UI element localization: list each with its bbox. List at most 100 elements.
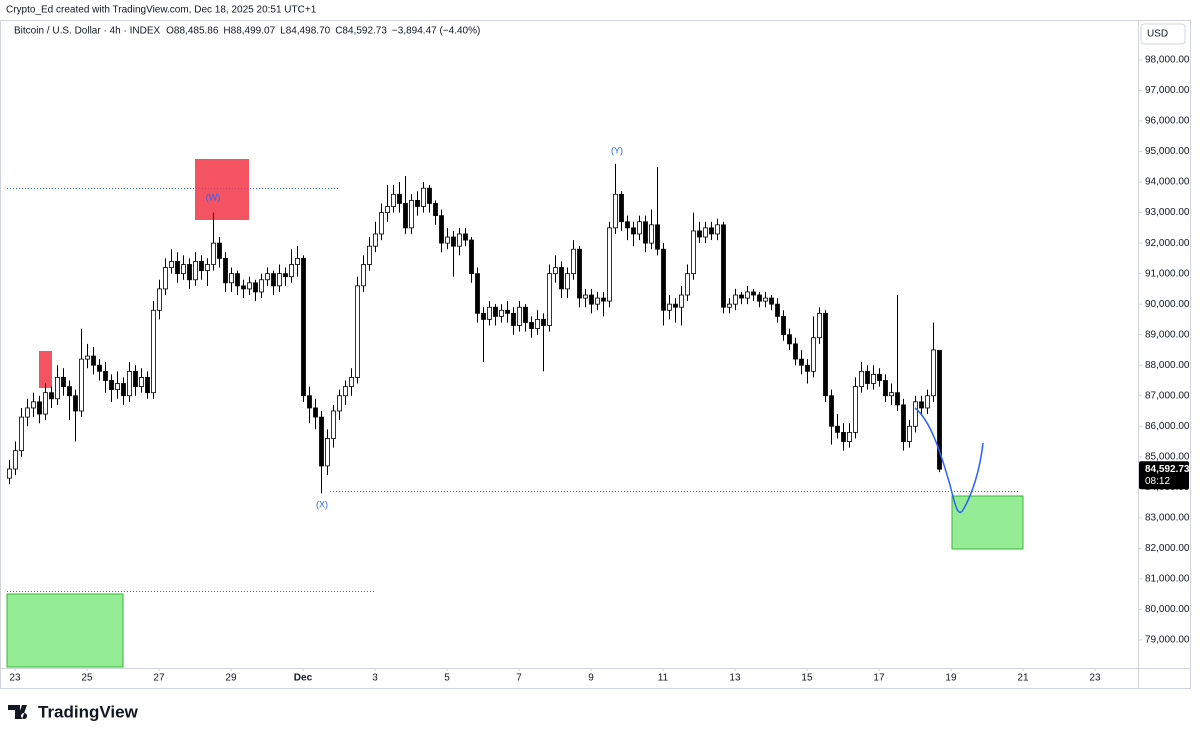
candle-body <box>199 261 204 271</box>
x-tick-label: 5 <box>444 673 450 684</box>
candle-body <box>655 224 660 250</box>
logo-text: TradingView <box>38 702 139 721</box>
candle-body <box>223 257 228 284</box>
x-tick-label: 3 <box>372 673 378 684</box>
candle-body <box>37 401 42 415</box>
candle-body <box>277 273 282 287</box>
y-tick-label: 90,000.00 <box>1145 299 1190 310</box>
symbol: Bitcoin / U.S. Dollar · 4h · INDEX <box>14 26 160 37</box>
candle-body <box>397 193 402 204</box>
y-tick-label: 93,000.00 <box>1145 207 1190 218</box>
y-tick-label: 86,000.00 <box>1145 421 1190 432</box>
candle-body <box>433 203 438 217</box>
candle-body <box>265 273 270 281</box>
legend-value: L84,498.70 <box>280 26 330 37</box>
candle-body <box>925 395 930 409</box>
x-tick-label: 23 <box>1089 673 1101 684</box>
candle-body <box>769 297 774 305</box>
candle-body <box>163 267 168 290</box>
candle-body <box>115 383 120 391</box>
demand-zone <box>951 495 1024 550</box>
candle-body <box>631 227 636 235</box>
y-tick-label: 87,000.00 <box>1145 390 1190 401</box>
candle-body <box>733 294 738 305</box>
candle-body <box>541 319 546 326</box>
x-tick-label: 15 <box>801 673 813 684</box>
candle-body <box>883 380 888 397</box>
candle-body <box>811 337 816 372</box>
candle-body <box>667 303 672 311</box>
candle-body <box>685 273 690 296</box>
candle-body <box>571 248 576 275</box>
candle-body <box>697 230 702 238</box>
candle-body <box>679 294 684 308</box>
wave-label: (X) <box>316 499 328 509</box>
candle-body <box>301 257 306 397</box>
candle-body <box>445 236 450 244</box>
candle-body <box>751 291 756 296</box>
candle-body <box>619 193 624 223</box>
candle-body <box>307 395 312 409</box>
x-tick-label: 7 <box>516 673 522 684</box>
projection-path <box>914 407 984 514</box>
candle-body <box>121 383 126 397</box>
x-tick-label: 19 <box>945 673 957 684</box>
candle-body <box>895 392 900 406</box>
y-tick-label: 81,000.00 <box>1145 574 1190 585</box>
legend-value: C84,592.73 <box>335 26 387 37</box>
x-tick-label: 9 <box>588 673 594 684</box>
candle-body <box>505 309 510 314</box>
supply-zone <box>39 351 52 388</box>
x-tick-label: 13 <box>729 673 741 684</box>
candle-body <box>799 358 804 366</box>
candle-body <box>475 273 480 314</box>
candle-body <box>469 239 474 275</box>
candle-body <box>565 273 570 290</box>
candle-body <box>817 312 822 339</box>
candle-body <box>31 401 36 409</box>
candle-body <box>457 233 462 247</box>
x-tick-label: Dec <box>294 673 313 684</box>
wave-label: (W) <box>206 192 221 202</box>
candle-body <box>781 315 786 336</box>
candle-body <box>97 364 102 372</box>
candle-body <box>187 264 192 281</box>
y-tick-label: 88,000.00 <box>1145 360 1190 371</box>
candle-body <box>13 450 18 470</box>
last-price-tag <box>1139 461 1189 490</box>
currency-box[interactable] <box>1140 23 1186 45</box>
candle-body <box>913 401 918 427</box>
logo: TradingView <box>8 702 139 721</box>
y-tick-label: 95,000.00 <box>1145 146 1190 157</box>
candle-body <box>235 273 240 287</box>
y-tick-label: 85,000.00 <box>1145 451 1190 462</box>
candle-body <box>169 261 174 268</box>
candle-body <box>901 404 906 442</box>
candle-body <box>487 306 492 320</box>
currency: USD <box>1147 29 1168 40</box>
candle-body <box>853 386 858 433</box>
candle-body <box>67 386 72 397</box>
countdown: 08:12 <box>1145 476 1170 487</box>
candle-body <box>367 245 372 265</box>
candle-body <box>775 303 780 317</box>
candle-body <box>229 273 234 284</box>
candle-body <box>217 242 222 259</box>
candle-body <box>385 206 390 213</box>
candle-body <box>661 248 666 311</box>
candle-body <box>871 373 876 384</box>
candle-body <box>835 425 840 433</box>
legend-value: −3,894.47 (−4.40%) <box>392 26 480 37</box>
candle-body <box>859 370 864 387</box>
candle-body <box>529 322 534 329</box>
candle-body <box>49 392 54 400</box>
candle-body <box>637 221 642 235</box>
candle-body <box>43 392 48 415</box>
candle-body <box>409 199 414 229</box>
candle-body <box>247 282 252 290</box>
y-tick-label: 92,000.00 <box>1145 238 1190 249</box>
candle-body <box>721 224 726 308</box>
candle-body <box>919 401 924 409</box>
y-tick-label: 94,000.00 <box>1145 177 1190 188</box>
